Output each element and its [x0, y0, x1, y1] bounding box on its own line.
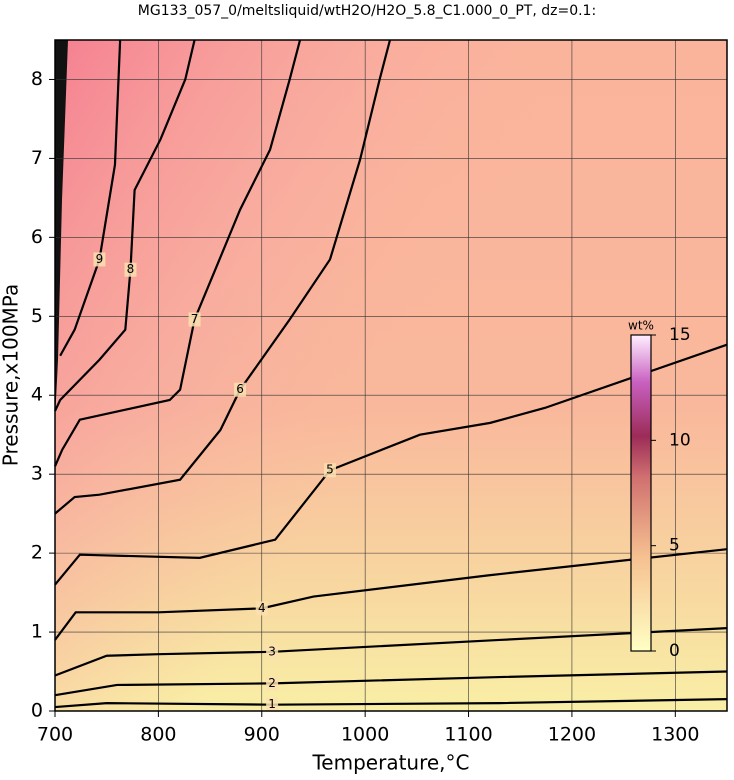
colorbar-label: wt% [628, 319, 654, 333]
x-tick-label: 1200 [548, 724, 596, 746]
plot-frame [54, 39, 728, 712]
y-tick-label: 4 [31, 384, 43, 406]
colorbar-tick-label: 10 [669, 430, 691, 450]
y-tick-label: 1 [31, 621, 43, 643]
x-tick-label: 1000 [341, 724, 389, 746]
x-tick-label: 1300 [651, 724, 699, 746]
contour-label-bg [266, 697, 279, 712]
y-tick-label: 7 [31, 147, 43, 169]
colorbar-tick-label: 15 [669, 325, 691, 345]
colorbar-tick-label: 0 [669, 641, 680, 661]
x-tick-label: 900 [244, 724, 280, 746]
colorbar [630, 334, 652, 652]
contour-label-bg [255, 601, 268, 616]
y-tick-label: 0 [31, 700, 43, 722]
chart-title: MG133_057_0/meltsliquid/wtH2O/H2O_5.8_C1… [138, 3, 596, 19]
contour-label-bg [266, 676, 279, 691]
x-axis-label: Temperature,°C [311, 751, 469, 775]
y-tick-label: 8 [31, 68, 43, 90]
x-tick-label: 1100 [444, 724, 492, 746]
contour-label: 6 [236, 382, 244, 396]
contour-line [54, 627, 728, 677]
plot-shading [55, 40, 727, 711]
contour-label: 4 [258, 601, 266, 615]
y-tick-label: 2 [31, 542, 43, 564]
y-axis-label: Pressure,x100MPa [0, 284, 23, 466]
y-tick-label: 3 [31, 463, 43, 485]
y-tick-label: 5 [31, 305, 43, 327]
contour-label: 5 [326, 463, 334, 477]
contour-label: 3 [268, 644, 276, 658]
contour-label-bg [234, 382, 247, 397]
contour-label-bg [324, 463, 337, 478]
contour-label: 1 [268, 697, 276, 711]
contour-label-bg [93, 252, 106, 267]
contour-label-bg [124, 262, 137, 277]
dense-region [55, 40, 68, 420]
x-tick-label: 800 [140, 724, 176, 746]
contour-label: 8 [127, 262, 135, 276]
contour-label: 9 [96, 252, 104, 266]
colorbar-tick-label: 5 [669, 536, 680, 556]
x-tick-label: 700 [37, 724, 73, 746]
contour-label-bg [188, 312, 201, 327]
contour-label-bg [266, 644, 279, 659]
contour-label: 7 [191, 312, 199, 326]
y-tick-label: 6 [31, 226, 43, 248]
contour-label: 2 [268, 676, 276, 690]
